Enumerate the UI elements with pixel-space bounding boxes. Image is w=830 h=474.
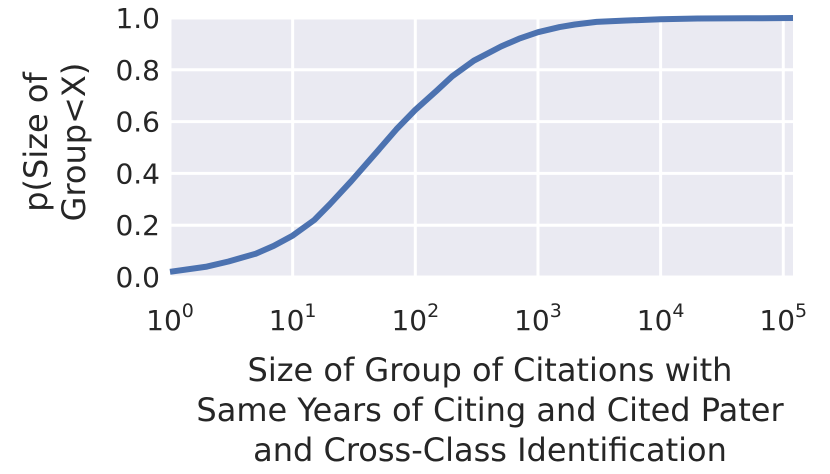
x-tick-label-0: 100	[146, 300, 194, 337]
y-tick-label-4: 0.8	[115, 54, 160, 87]
x-axis-title-line-2: and Cross-Class Identification	[253, 431, 727, 469]
y-axis-title-line-0: p(Size of	[17, 72, 55, 212]
x-tick-label-2: 102	[391, 300, 439, 337]
y-tick-label-5: 1.0	[115, 2, 160, 35]
series-layer	[169, 15, 794, 275]
y-tick-label-2: 0.4	[115, 157, 160, 190]
x-tick-label-5: 105	[759, 300, 807, 337]
y-tick-label-1: 0.2	[115, 209, 160, 242]
grid-lines	[168, 16, 793, 279]
y-axis-title: p(Size of Group<X)	[17, 63, 93, 222]
x-tick-label-4: 104	[637, 300, 685, 337]
plot-background	[170, 18, 793, 277]
x-tick-label-3: 103	[514, 300, 562, 337]
y-tick-label-3: 0.6	[115, 106, 160, 139]
y-tick-labels: 0.0 0.2 0.4 0.6 0.8 1.0	[115, 2, 160, 294]
x-axis-title-line-1: Same Years of Citing and Cited Pater	[196, 391, 784, 429]
x-axis-title-line-0: Size of Group of Citations with	[248, 351, 733, 389]
series-line-0	[169, 15, 794, 275]
x-tick-labels: 100 101 102 103 104 105	[146, 300, 807, 337]
y-axis-title-line-1: Group<X)	[55, 63, 93, 222]
x-tick-label-1: 101	[269, 300, 317, 337]
y-tick-label-0: 0.0	[115, 261, 160, 294]
